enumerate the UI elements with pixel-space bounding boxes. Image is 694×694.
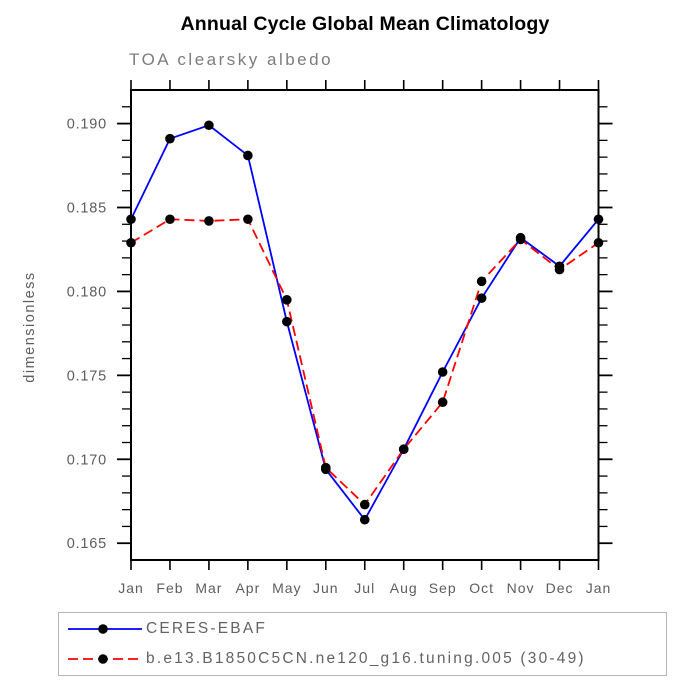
y-tick-label: 0.165 [67, 536, 107, 552]
x-tick-label: Mar [195, 580, 222, 596]
model-data-point [593, 237, 604, 248]
model-data-point [320, 462, 331, 473]
model-line-sample [68, 654, 142, 664]
model-data-point [126, 237, 136, 248]
legend-marker [98, 624, 108, 634]
x-tick-label: Oct [469, 580, 494, 596]
obs-data-point [243, 150, 253, 161]
y-tick-label: 0.185 [67, 201, 107, 217]
y-tick-label: 0.180 [67, 284, 107, 300]
model-data-point [515, 234, 526, 245]
x-tick-label: Aug [390, 580, 418, 596]
model-line [130, 218, 600, 506]
obs-data-point [593, 214, 604, 225]
x-tick-label: Jul [354, 580, 375, 596]
x-tick-label: Feb [156, 580, 183, 596]
legend-label-model: b.e13.B1850C5CN.ne120_g16.tuning.005 (30… [146, 650, 586, 667]
model-data-point [243, 214, 253, 225]
x-tick-label: Nov [507, 580, 535, 596]
obs-data-point [204, 120, 214, 131]
obs-data-point [126, 214, 136, 225]
model-data-point [204, 216, 214, 226]
x-tick-label: Jan [118, 580, 144, 596]
model-data-point [476, 276, 487, 287]
obs-line [130, 124, 600, 522]
model-data-point [165, 214, 175, 225]
obs-data-point [476, 293, 487, 303]
model-data-point [359, 499, 370, 510]
x-tick-label: Jan [586, 580, 612, 596]
x-tick-label: Dec [546, 580, 574, 596]
chart-title: Annual Cycle Global Mean Climatology [180, 13, 550, 35]
x-tick-label: May [272, 580, 301, 596]
legend: CERES-EBAF b.e13.B1850C5CN.ne120_g16.tun… [58, 612, 667, 676]
obs-data-point [282, 316, 292, 327]
model-data-point [437, 397, 448, 408]
model-data-point [554, 264, 565, 275]
model-data-point [282, 295, 292, 305]
x-tick-label: Apr [235, 580, 260, 596]
x-tick-label: Sep [429, 580, 457, 596]
y-tick-label: 0.175 [67, 368, 107, 384]
obs-line-sample [68, 624, 142, 634]
x-tick-label: Jun [313, 580, 339, 596]
plot-frame [130, 89, 600, 561]
legend-marker [98, 654, 108, 664]
legend-row-model: b.e13.B1850C5CN.ne120_g16.tuning.005 (30… [66, 645, 666, 673]
chart-subtitle: TOA clearsky albedo [129, 50, 334, 69]
legend-label-obs: CERES-EBAF [146, 620, 268, 637]
y-tick-label: 0.190 [67, 117, 107, 133]
y-tick-label: 0.170 [67, 452, 107, 468]
obs-data-point [165, 133, 175, 144]
model-data-point [398, 444, 409, 455]
legend-row-obs: CERES-EBAF [66, 615, 666, 643]
obs-data-point [437, 367, 448, 377]
obs-data-point [359, 514, 370, 525]
